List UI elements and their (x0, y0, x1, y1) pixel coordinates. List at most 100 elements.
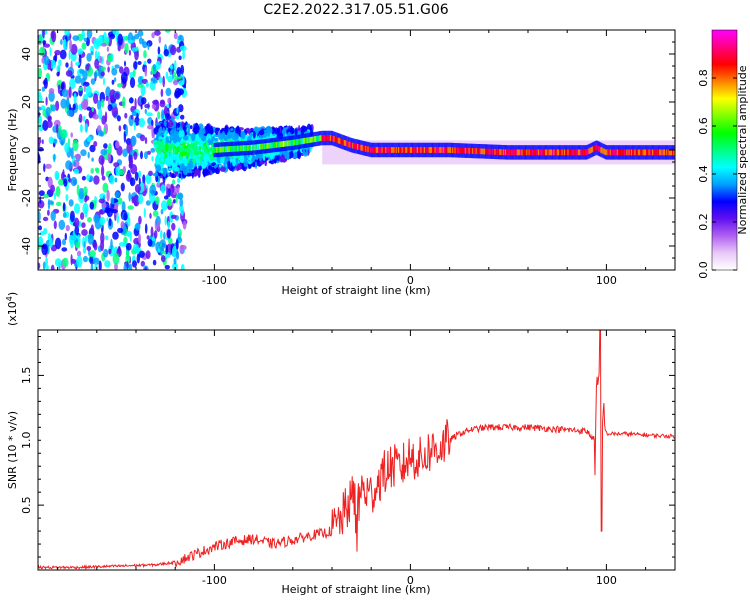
heatmap-cell (653, 149, 656, 156)
heatmap-cell (603, 148, 606, 155)
heatmap-cell (326, 135, 329, 141)
heatmap-cell (165, 113, 171, 121)
heatmap-cell (296, 139, 299, 145)
heatmap-cell (252, 144, 255, 151)
heatmap-cell (281, 141, 284, 147)
heatmap-cell (340, 138, 343, 145)
heatmap-cell (231, 146, 233, 152)
heatmap-cell (489, 148, 492, 155)
heatmap-cell (254, 156, 257, 160)
heatmap-cell (128, 97, 134, 104)
heatmap-cell (112, 30, 119, 36)
heatmap-cell (636, 149, 639, 156)
heatmap-cell (173, 32, 178, 40)
heatmap-cell (542, 149, 545, 156)
heatmap-cell (138, 177, 141, 186)
heatmap-cell (83, 99, 89, 109)
heatmap-cell (621, 149, 624, 156)
heatmap-cell (241, 145, 244, 152)
heatmap-cell (53, 119, 61, 127)
heatmap-cell (474, 148, 477, 154)
heatmap-cell (649, 149, 652, 156)
heatmap-cell (116, 115, 121, 122)
heatmap-cell (650, 149, 653, 156)
heatmap-cell (86, 106, 92, 111)
heatmap-cell (619, 149, 622, 156)
heatmap-cell (93, 214, 100, 224)
heatmap-cell (229, 134, 233, 139)
heatmap-cell (84, 197, 88, 203)
heatmap-cell (535, 149, 538, 156)
heatmap-cell (556, 149, 559, 156)
heatmap-cell (543, 149, 546, 156)
heatmap-cell (147, 42, 150, 51)
heatmap-cell (109, 174, 115, 185)
heatmap-cell (99, 209, 104, 215)
heatmap-cell (453, 147, 456, 154)
heatmap-cell (178, 55, 182, 61)
snr-y-tick-label: 0.5 (20, 496, 33, 514)
heatmap-cell (635, 149, 638, 156)
heatmap-cell (566, 149, 569, 156)
heatmap-cell (214, 147, 217, 153)
heatmap-cell (400, 147, 403, 153)
heatmap-cell (245, 127, 250, 132)
snr-panel: -100 0 100 0.5 1.0 1.5 Height of straight lin… (5, 292, 676, 596)
heatmap-cell (456, 147, 459, 154)
heatmap-cell (669, 149, 672, 156)
heatmap-cell (38, 210, 41, 223)
heatmap-cell (255, 161, 257, 170)
heatmap-cell (103, 143, 108, 149)
heatmap-cell (119, 66, 124, 74)
heatmap-cell (598, 145, 600, 152)
heatmap-cell (262, 153, 266, 161)
heatmap-cell (191, 132, 196, 142)
heatmap-cell (61, 88, 68, 98)
heatmap-cell (220, 146, 223, 153)
heatmap-cell (165, 142, 169, 152)
heatmap-cell (145, 81, 149, 88)
colorbar-tick-label: 0.6 (697, 117, 710, 135)
colorbar-tick-label: 0.0 (697, 261, 710, 279)
heatmap-cell (594, 145, 597, 152)
heatmap-cell (309, 137, 312, 143)
heatmap-cell (473, 148, 476, 154)
heatmap-cell (102, 182, 109, 193)
heatmap-cell (220, 166, 226, 172)
heatmap-cell (113, 162, 120, 168)
heatmap-cell (443, 147, 446, 153)
heatmap-cell (575, 149, 578, 156)
snr-line (38, 330, 675, 570)
heatmap-cell (182, 220, 187, 230)
heatmap-cell (246, 145, 249, 151)
heatmap-cell (369, 147, 372, 153)
heatmap-cell (643, 149, 646, 156)
heatmap-cell (107, 66, 110, 73)
heatmap-cell (137, 76, 143, 85)
heatmap-cell (138, 118, 145, 128)
heatmap-cell (155, 164, 162, 172)
heatmap-cell (91, 157, 94, 162)
heatmap-cell (667, 149, 670, 156)
heatmap-cell (103, 127, 106, 135)
heatmap-cell (151, 103, 157, 110)
heatmap-cell (219, 146, 222, 153)
heatmap-cell (486, 148, 489, 155)
heatmap-cell (555, 149, 558, 156)
heatmap-cell (55, 186, 61, 197)
heatmap-cell (129, 263, 133, 270)
heatmap-cell (632, 149, 635, 156)
heatmap-cell (406, 147, 409, 153)
heatmap-cell (168, 119, 174, 128)
heatmap-cell (171, 222, 176, 231)
heatmap-cell (161, 200, 168, 211)
heatmap-cell (175, 251, 180, 260)
heatmap-cell (178, 130, 182, 138)
heatmap-cell (468, 147, 471, 154)
heatmap-cell (333, 136, 336, 142)
colorbar-gradient (711, 29, 738, 271)
heatmap-cell (149, 192, 156, 204)
heatmap-cell (355, 143, 358, 150)
heatmap-cell (523, 149, 526, 156)
heatmap-cell (177, 88, 185, 96)
